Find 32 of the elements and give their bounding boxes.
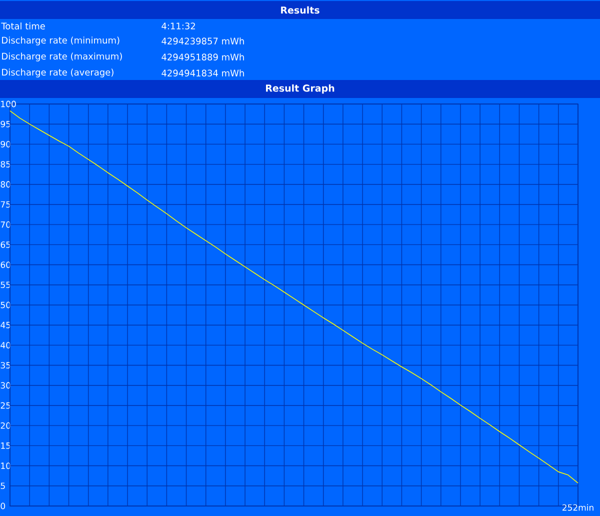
y-tick-label: 85 xyxy=(0,161,10,168)
y-tick-label: 30 xyxy=(0,382,10,389)
y-tick-label: 5 xyxy=(0,482,5,490)
text: Discharge rate (maximum) xyxy=(2,52,122,62)
text: 4:11:32 xyxy=(162,22,195,30)
y-tick-label: 25 xyxy=(0,402,10,409)
y-tick-label: 70 xyxy=(0,221,10,228)
y-tick-label: 65 xyxy=(0,241,10,248)
y-tick-label: 15 xyxy=(1,442,10,449)
x-tick-label: 252min xyxy=(562,504,594,511)
y-tick-label: 0 xyxy=(0,502,6,510)
y-tick-label: 10 xyxy=(1,462,10,470)
text: 4294239857 mWh xyxy=(162,38,244,44)
chart-subtitle: Result Graph xyxy=(266,84,334,94)
y-tick-label: 35 xyxy=(0,362,10,369)
y-tick-label: 75 xyxy=(0,201,10,208)
y-tick-label: 95 xyxy=(0,120,10,128)
y-tick-label: 90 xyxy=(0,140,10,148)
text: Discharge rate (average) xyxy=(2,68,114,78)
y-tick-label: 50 xyxy=(0,302,10,308)
text: 4294941834 mWh xyxy=(162,70,244,76)
y-tick-label: 20 xyxy=(0,422,10,429)
y-tick-label: 80 xyxy=(0,181,10,188)
y-tick-label: 100 xyxy=(1,100,16,108)
text: Total time xyxy=(1,22,45,30)
y-tick-label: 55 xyxy=(0,282,10,288)
y-tick-label: 40 xyxy=(0,342,10,348)
chart-title: Results xyxy=(281,6,320,14)
text: 4294951889 mWh xyxy=(162,54,244,60)
y-tick-label: 45 xyxy=(0,322,10,328)
text: Discharge rate (minimum) xyxy=(2,36,120,46)
y-tick-label: 60 xyxy=(0,262,10,268)
